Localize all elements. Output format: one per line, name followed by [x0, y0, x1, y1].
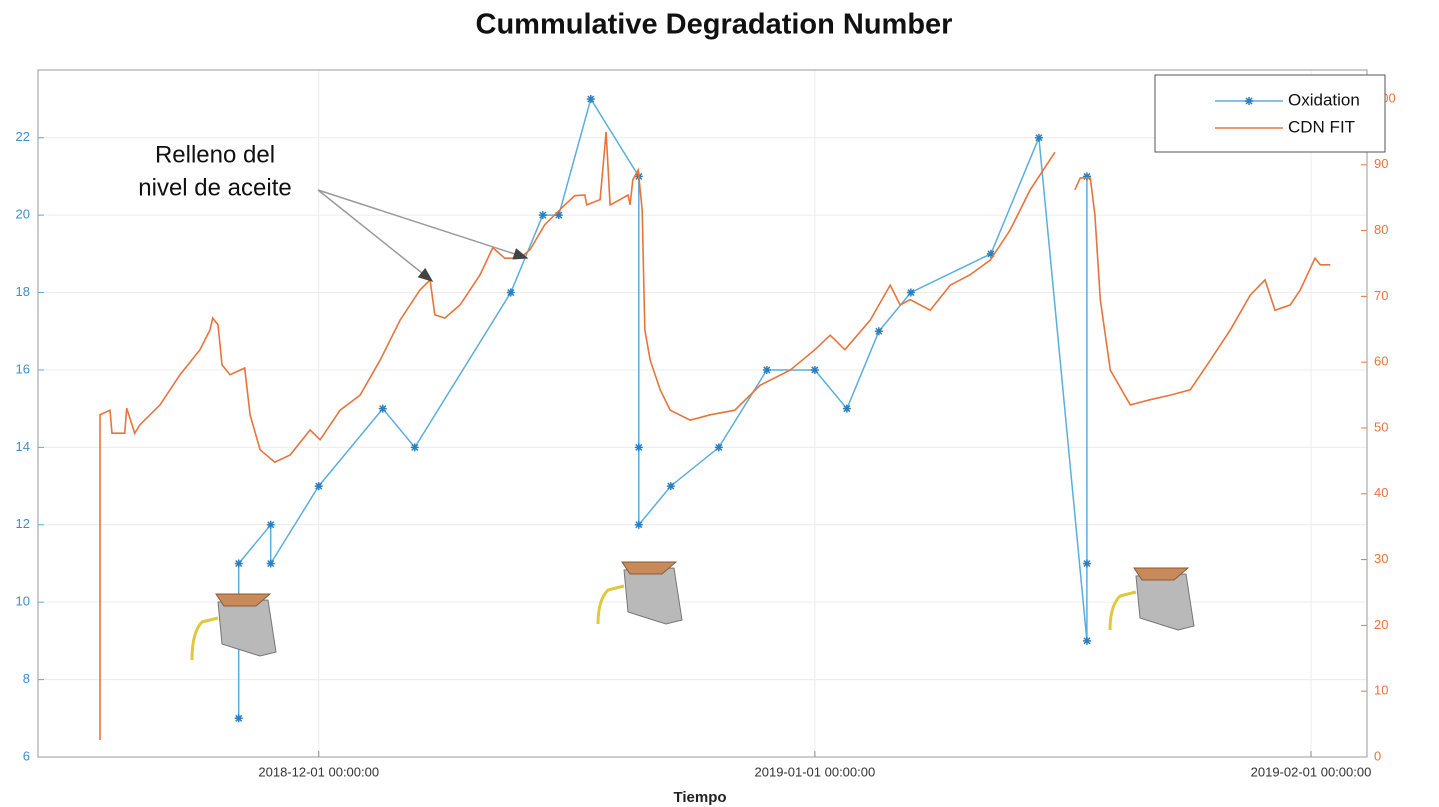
data-point [267, 521, 275, 529]
data-point [635, 521, 643, 529]
annotation-line: nivel de aceite [138, 174, 291, 201]
data-point [587, 95, 595, 103]
annotation-line: Relleno del [155, 141, 275, 168]
y-tick-label: 16 [16, 361, 30, 376]
y2-tick-label: 20 [1374, 617, 1388, 632]
y2-tick-label: 50 [1374, 419, 1388, 434]
legend-marker [1245, 97, 1253, 105]
y2-tick-label: 30 [1374, 551, 1388, 566]
data-point [667, 482, 675, 490]
legend-box [1155, 75, 1385, 152]
x-axis-label: Tiempo [673, 789, 726, 806]
annotation-arrow [318, 190, 527, 258]
data-point [763, 366, 771, 374]
data-point [635, 443, 643, 451]
y-tick-label: 22 [16, 129, 30, 144]
y2-tick-label: 0 [1374, 748, 1381, 763]
data-point [843, 405, 851, 413]
legend: Oxidation CDN FIT [1155, 75, 1385, 152]
data-point [715, 443, 723, 451]
data-point [235, 559, 243, 567]
y-tick-label: 14 [16, 439, 30, 454]
y-tick-label: 18 [16, 284, 30, 299]
data-point [1083, 559, 1091, 567]
y2-tick-label: 60 [1374, 354, 1388, 369]
annotation-arrow [318, 190, 432, 281]
oil-can-icon [598, 562, 682, 624]
y2-tick-label: 40 [1374, 485, 1388, 500]
chart: Cummulative Degradation Number Tiempo 6 8… [0, 0, 1439, 807]
legend-label: CDN FIT [1288, 117, 1355, 136]
data-point [411, 443, 419, 451]
series-line [100, 132, 1330, 740]
oil-can-icon [1110, 568, 1194, 630]
data-point [539, 211, 547, 219]
x-tick-label: 2019-01-01 00:00:00 [755, 764, 876, 779]
data-point [555, 211, 563, 219]
oil-can-icon [192, 594, 276, 660]
data-point [875, 327, 883, 335]
data-point [267, 559, 275, 567]
x-tick-label: 2019-02-01 00:00:00 [1251, 764, 1372, 779]
y-tick-label: 20 [16, 207, 30, 222]
y2-tick-label: 80 [1374, 222, 1388, 237]
series-line [239, 99, 1087, 718]
y-tick-label: 12 [16, 516, 30, 531]
y2-tick-label: 70 [1374, 288, 1388, 303]
x-tick-label: 2018-12-01 00:00:00 [258, 764, 379, 779]
data-point [907, 289, 915, 297]
data-point [379, 405, 387, 413]
data-point [507, 289, 515, 297]
data-point [1035, 134, 1043, 142]
data-point [811, 366, 819, 374]
legend-label: Oxidation [1288, 90, 1360, 109]
y-tick-label: 10 [16, 594, 30, 609]
data-point [1083, 637, 1091, 645]
plot-frame [38, 70, 1367, 757]
y-tick-label: 8 [23, 671, 30, 686]
y2-tick-label: 90 [1374, 156, 1388, 171]
y2-tick-label: 10 [1374, 683, 1388, 698]
data-point [235, 714, 243, 722]
chart-title: Cummulative Degradation Number [476, 9, 953, 41]
y-tick-label: 6 [23, 748, 30, 763]
data-point [315, 482, 323, 490]
